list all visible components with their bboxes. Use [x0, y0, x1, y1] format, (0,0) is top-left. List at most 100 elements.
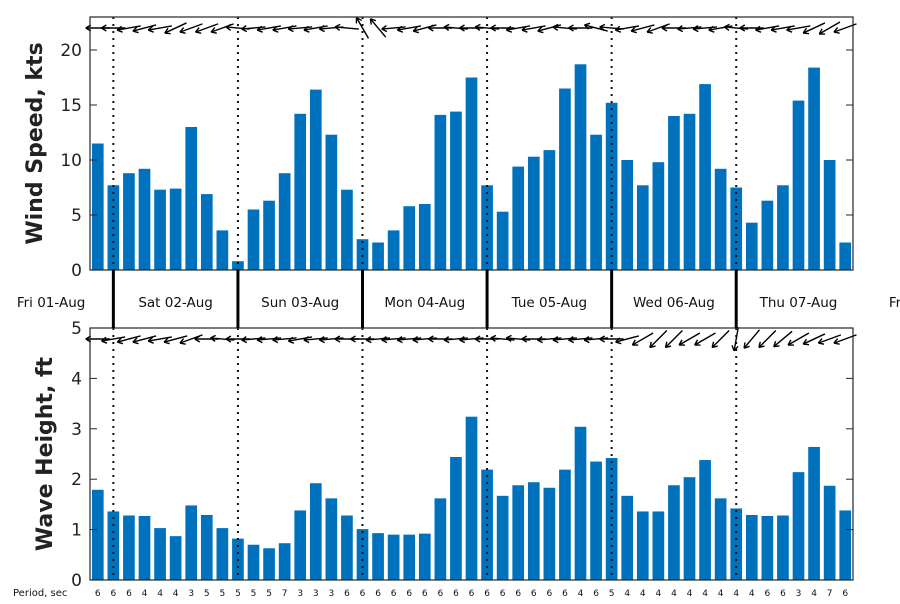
wind-y-tick-label: 5 [71, 206, 82, 226]
wind-direction-arrow [355, 16, 370, 39]
wave-direction-arrow [365, 336, 391, 344]
wave-y-tick-label: 1 [71, 521, 82, 541]
day-label: Thu 07-Aug [759, 295, 838, 311]
wind-direction-arrow [739, 24, 764, 32]
wind-speed-panel: 0 5 10 15 20 Wind Speed, kts [23, 16, 857, 281]
wave-direction-arrow [256, 336, 282, 344]
wave-direction-arrow [116, 335, 141, 345]
period-value: 4 [811, 589, 817, 599]
wind-bar [418, 204, 431, 270]
wind-bar [792, 100, 805, 270]
period-value: 4 [749, 589, 755, 599]
period-value: 6 [562, 589, 568, 599]
wave-y-tick-label: 0 [71, 571, 82, 591]
wave-direction-arrow [773, 330, 793, 348]
period-value: 5 [609, 589, 615, 599]
wave-bar [761, 515, 774, 580]
period-value: 7 [827, 589, 833, 599]
wind-direction-arrow [537, 24, 562, 34]
wind-bar [387, 230, 400, 270]
period-value: 6 [842, 589, 848, 599]
wind-bar [278, 173, 291, 270]
wave-bar [123, 515, 135, 580]
wind-direction-arrow [147, 25, 173, 33]
wave-direction-arrow [85, 335, 110, 343]
wind-direction-arrow [833, 23, 857, 34]
period-value: 6 [375, 589, 381, 599]
wave-bar [325, 498, 338, 580]
period-value: 4 [624, 589, 630, 599]
wind-bar [450, 111, 462, 270]
wave-bar [403, 534, 416, 580]
wind-direction-arrow [568, 24, 593, 32]
wind-bar [574, 64, 587, 270]
period-value: 4 [640, 589, 646, 599]
wind-bar [356, 239, 369, 270]
period-value: 6 [780, 589, 786, 599]
period-value: 3 [188, 589, 194, 599]
period-value: 4 [142, 589, 148, 599]
wind-bar [808, 67, 820, 270]
wave-direction-arrow [443, 336, 468, 344]
wind-bar [823, 160, 836, 270]
wave-bar [590, 461, 602, 580]
wind-y-tick-label: 20 [60, 41, 82, 61]
period-label: Period, sec [13, 588, 67, 599]
wind-direction-arrow [818, 21, 841, 35]
wave-bar [745, 514, 758, 580]
wave-direction-arrow [711, 330, 730, 349]
period-value: 6 [391, 589, 397, 599]
wind-direction-arrow [194, 23, 219, 34]
wave-bar [341, 515, 353, 580]
wave-direction-arrow [787, 332, 810, 346]
wave-direction-arrow [163, 335, 188, 345]
wave-bar [278, 543, 291, 580]
wave-direction-arrow [631, 332, 654, 346]
period-value: 3 [313, 589, 319, 599]
wind-bar [777, 185, 789, 270]
period-value: 4 [687, 589, 693, 599]
wave-direction-arrow [490, 334, 515, 342]
period-value: 4 [578, 589, 584, 599]
wave-direction-arrow [536, 336, 562, 344]
period-value: 6 [95, 589, 101, 599]
wind-direction-arrow [287, 25, 313, 33]
period-value: 5 [204, 589, 210, 599]
wave-bar [387, 534, 400, 580]
period-value: 6 [406, 589, 412, 599]
wind-bar [559, 88, 571, 270]
wind-bar [434, 114, 447, 271]
wave-bar [683, 477, 696, 580]
wave-bar [808, 446, 820, 580]
period-value: 3 [297, 589, 303, 599]
wave-y-tick-label: 5 [71, 319, 82, 339]
period-value: 4 [718, 589, 724, 599]
wave-bar [496, 495, 509, 580]
wind-bar [309, 89, 322, 270]
day-label: Sun 03-Aug [261, 295, 339, 311]
wind-bar [123, 173, 135, 270]
wave-bar [559, 469, 571, 580]
period-value: 4 [157, 589, 163, 599]
wind-bar [138, 168, 151, 270]
wind-bar [714, 168, 727, 270]
wave-bar [91, 489, 104, 580]
wind-bar [699, 84, 711, 270]
wind-y-tick-label: 0 [71, 261, 82, 281]
period-value: 4 [702, 589, 708, 599]
wind-direction-arrow [802, 22, 826, 35]
wind-bar [341, 189, 353, 270]
wind-direction-arrow [334, 23, 359, 31]
wave-direction-arrow [743, 329, 761, 349]
wave-direction-arrow [396, 336, 422, 344]
wave-direction-arrow [241, 336, 266, 344]
wind-direction-arrow [116, 25, 141, 33]
wave-direction-arrow [599, 335, 624, 343]
wave-direction-arrow [303, 336, 328, 344]
wind-bar [668, 116, 680, 270]
wave-bar [823, 485, 836, 580]
period-value: 5 [219, 589, 225, 599]
wave-bar [138, 515, 151, 580]
period-value: 6 [593, 589, 599, 599]
wind-bar [154, 189, 166, 270]
